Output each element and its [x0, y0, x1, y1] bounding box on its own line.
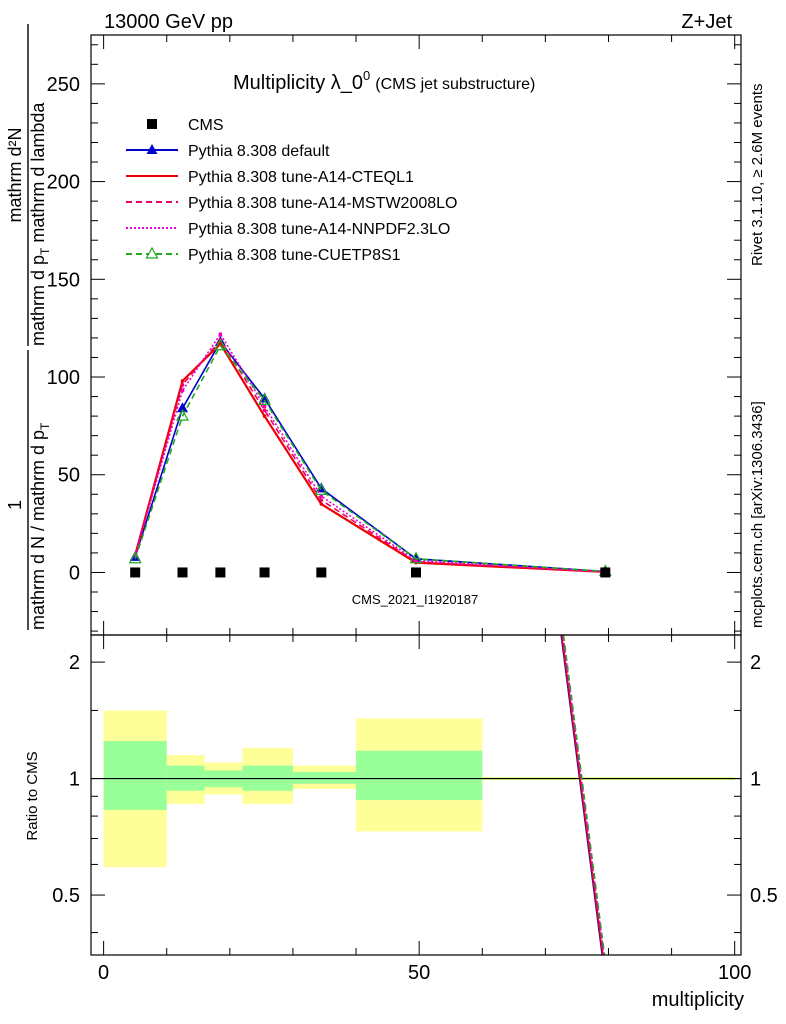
x-tick-label: 0 [98, 962, 109, 984]
series-point-1 [218, 341, 223, 346]
series-line-0 [134, 340, 606, 573]
main-x-ticks [103, 35, 736, 635]
plot-title-main: Multiplicity λ_0 [233, 72, 363, 94]
ratio-frame [90, 634, 742, 956]
cms-data-point [316, 567, 327, 578]
ratio-x-ticks: 0 50 100 [98, 635, 751, 984]
cms-data-point [130, 567, 141, 578]
plot-title-sup: 0 [363, 68, 370, 83]
series-point-3 [414, 558, 418, 563]
legend: CMS Pythia 8.308 default Pythia 8.308 tun… [126, 117, 457, 264]
ylabel-frac-den: mathrm d pT mathrm d lambda [28, 102, 52, 346]
main-y-tick-label: 150 [47, 269, 80, 291]
series-point-3 [319, 494, 324, 499]
legend-label-4: Pythia 8.308 tune-CUETP8S1 [188, 247, 401, 264]
series-point-3 [262, 404, 267, 409]
ratio-y-ticks: 0.5 0.5 1 1 2 2 [52, 652, 778, 934]
legend-label-0: Pythia 8.308 default [188, 143, 330, 160]
cms-data-point [215, 567, 226, 578]
series-point-3 [218, 332, 223, 336]
x-axis-label: multiplicity [652, 989, 744, 1011]
legend-label-3: Pythia 8.308 tune-A14-NNPDF2.3LO [188, 221, 450, 238]
series-point-1 [319, 502, 324, 506]
legend-label-1: Pythia 8.308 tune-A14-CTEQL1 [188, 169, 414, 186]
legend-item-cms: CMS [147, 117, 224, 134]
cms-data-point [600, 567, 611, 578]
series-point-4 [128, 551, 142, 564]
process-label: Z+Jet [681, 11, 732, 33]
series-point-1 [180, 379, 185, 383]
main-y-tick-label: 50 [58, 465, 80, 487]
main-y-tick-label: 0 [69, 562, 80, 584]
main-y-tick-label: 100 [47, 367, 80, 389]
plot-title-sub: (CMS jet substructure) [375, 76, 535, 93]
ratio-band-green [356, 750, 483, 801]
main-plot-content [128, 332, 612, 578]
ratio-y-tick-label-right: 1 [750, 769, 761, 791]
x-tick-label: 50 [408, 962, 430, 984]
ylabel-prefix-den-text: mathrm d N / mathrm d p [28, 430, 48, 630]
ratio-y-tick-label-right: 0.5 [750, 885, 778, 907]
series-point-4 [258, 393, 272, 406]
ratio-y-tick-label-left: 0.5 [52, 885, 80, 907]
series-line-1 [134, 342, 606, 573]
ratio-band-green [103, 741, 167, 810]
ylabel-frac-num: mathrm d²N [5, 127, 25, 222]
ratio-y-label: Ratio to CMS [24, 751, 41, 840]
series-point-1 [262, 414, 267, 418]
ylabel-prefix-den-sub: T [38, 422, 52, 430]
legend-marker-4 [145, 246, 159, 259]
plot-title: Multiplicity λ_00 (CMS jet substructure) [233, 68, 535, 94]
series-point-0 [177, 402, 189, 413]
series-point-4 [213, 338, 227, 351]
ylabel-prefix-num: 1 [5, 500, 25, 510]
legend-label-2: Pythia 8.308 tune-A14-MSTW2008LO [188, 195, 457, 212]
ylabel-frac-den-a-sub: T [38, 247, 52, 255]
ratio-y-tick-label-right: 2 [750, 652, 761, 674]
ylabel-frac-den-b: mathrm d lambda [28, 102, 48, 248]
series-point-4 [409, 551, 423, 564]
series-line-4 [134, 344, 606, 573]
cms-data-point [411, 567, 421, 578]
main-y-tick-label: 250 [47, 74, 80, 96]
cms-data-point [259, 567, 270, 578]
ratio-plot-content [91, 634, 741, 956]
series-line-2 [134, 338, 606, 573]
ratio-panel: 0.5 0.5 1 1 2 2 0 50 100 [52, 634, 778, 984]
series-point-2 [180, 383, 185, 387]
series-point-4 [175, 408, 190, 421]
legend-marker-cms [147, 119, 157, 129]
main-y-tick-label: 200 [47, 172, 80, 194]
source-label: mcplots.cern.ch [arXiv:1306.3436] [749, 401, 766, 628]
main-y-label: 1 mathrm d N / mathrm d pT mathrm d²N ma… [5, 24, 52, 630]
x-tick-label: 100 [718, 962, 751, 984]
series-point-4 [314, 483, 328, 495]
series-line-3 [134, 332, 606, 573]
ratio-band-green [292, 771, 357, 784]
main-y-ticks: 0 50 100 150 200 250 [47, 44, 741, 632]
energy-label: 13000 GeV pp [104, 11, 233, 33]
series-point-2 [262, 408, 267, 413]
ratio-y-tick-label-left: 2 [69, 652, 80, 674]
ylabel-frac-den-a: mathrm d p [28, 255, 48, 346]
cms-data-point [177, 567, 188, 578]
legend-label-cms: CMS [188, 117, 224, 134]
legend-marker-0 [146, 144, 158, 154]
ylabel-prefix-den: mathrm d N / mathrm d pT [28, 422, 52, 630]
rivet-label: Rivet 3.1.10, ≥ 2.6M events [749, 84, 766, 267]
series-point-2 [319, 498, 324, 502]
analysis-id-label: CMS_2021_I1920187 [352, 592, 479, 607]
legend-series: Pythia 8.308 default Pythia 8.308 tune-A1… [126, 143, 457, 264]
ratio-y-tick-label-left: 1 [69, 769, 80, 791]
ratio-curve-4 [562, 634, 606, 956]
series-point-3 [180, 388, 185, 393]
